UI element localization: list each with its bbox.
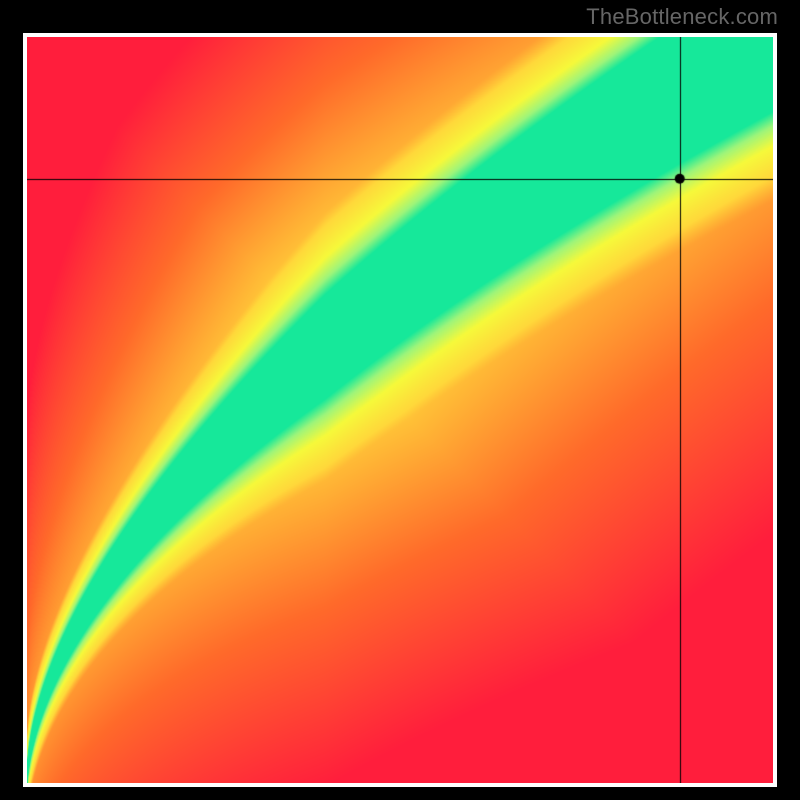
heatmap-canvas [27, 37, 773, 783]
watermark-text: TheBottleneck.com [586, 4, 778, 30]
